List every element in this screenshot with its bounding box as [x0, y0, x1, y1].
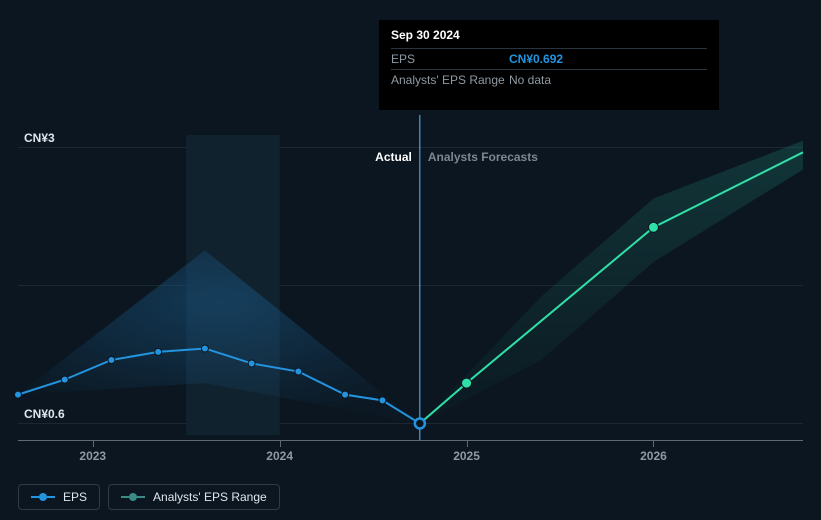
- eps-point[interactable]: [379, 397, 386, 404]
- legend-swatch-icon: [31, 493, 55, 501]
- x-tick: [93, 441, 94, 447]
- legend: EPS Analysts' EPS Range: [18, 484, 280, 510]
- eps-point[interactable]: [15, 391, 22, 398]
- eps-forecast-chart: CN¥3CN¥0.6 Actual Analysts Forecasts 202…: [0, 0, 821, 520]
- tooltip-row-value: CN¥0.692: [509, 52, 563, 66]
- tooltip-date: Sep 30 2024: [391, 28, 707, 42]
- eps-point[interactable]: [248, 360, 255, 367]
- eps-range-forecast: [420, 141, 803, 424]
- x-axis-label: 2026: [640, 449, 667, 463]
- x-tick: [280, 441, 281, 447]
- eps-point[interactable]: [61, 376, 68, 383]
- tooltip-row-value: No data: [509, 73, 551, 87]
- x-axis: 2023202420252026: [18, 440, 803, 441]
- eps-point[interactable]: [108, 357, 115, 364]
- legend-label: EPS: [63, 490, 87, 504]
- legend-item[interactable]: EPS: [18, 484, 100, 510]
- eps-point[interactable]: [155, 348, 162, 355]
- tooltip-row-label: EPS: [391, 52, 509, 66]
- x-tick: [467, 441, 468, 447]
- tooltip-row: EPSCN¥0.692: [391, 48, 707, 69]
- x-axis-label: 2024: [266, 449, 293, 463]
- hover-tooltip: Sep 30 2024 EPSCN¥0.692Analysts' EPS Ran…: [379, 20, 719, 110]
- eps-point[interactable]: [201, 345, 208, 352]
- eps-point[interactable]: [342, 391, 349, 398]
- legend-label: Analysts' EPS Range: [153, 490, 267, 504]
- eps-point[interactable]: [295, 368, 302, 375]
- legend-item[interactable]: Analysts' EPS Range: [108, 484, 280, 510]
- x-axis-label: 2025: [453, 449, 480, 463]
- tooltip-row: Analysts' EPS RangeNo data: [391, 69, 707, 90]
- eps-hover-point[interactable]: [415, 418, 425, 428]
- x-axis-label: 2023: [79, 449, 106, 463]
- eps-forecast-point[interactable]: [462, 378, 472, 388]
- tooltip-row-label: Analysts' EPS Range: [391, 73, 509, 87]
- eps-forecast-point[interactable]: [648, 222, 658, 232]
- x-tick: [653, 441, 654, 447]
- legend-swatch-icon: [121, 493, 145, 501]
